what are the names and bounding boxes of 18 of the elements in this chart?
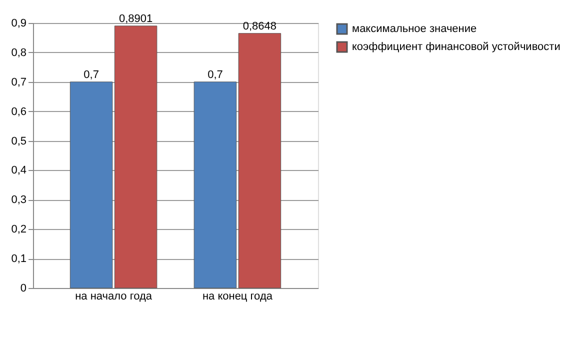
data-label: 0,8901 (118, 12, 153, 25)
y-tick-label: 0,9 (11, 18, 26, 30)
x-tick-label: на конец года (202, 290, 274, 302)
y-tick-label: 0,3 (11, 194, 26, 206)
legend-label: максимальное значение (352, 23, 477, 35)
y-tick-label: 0,7 (11, 76, 26, 88)
data-label: 0,8648 (242, 20, 277, 32)
legend-label: коэффициент финансовой устойчивости (352, 41, 560, 53)
data-label: 0,7 (208, 68, 223, 81)
y-tick-label: 0,8 (11, 46, 26, 59)
x-tick-label: на начало года (75, 290, 153, 302)
y-tick-label: 0,1 (11, 253, 26, 266)
y-tick-label: 0,5 (11, 135, 26, 148)
y-tick-label: 0,2 (11, 224, 26, 236)
y-tick-label: 0 (20, 282, 26, 294)
y-tick-label: 0,4 (11, 164, 26, 177)
y-tick-label: 0,6 (11, 106, 26, 118)
data-label: 0,7 (84, 68, 99, 81)
